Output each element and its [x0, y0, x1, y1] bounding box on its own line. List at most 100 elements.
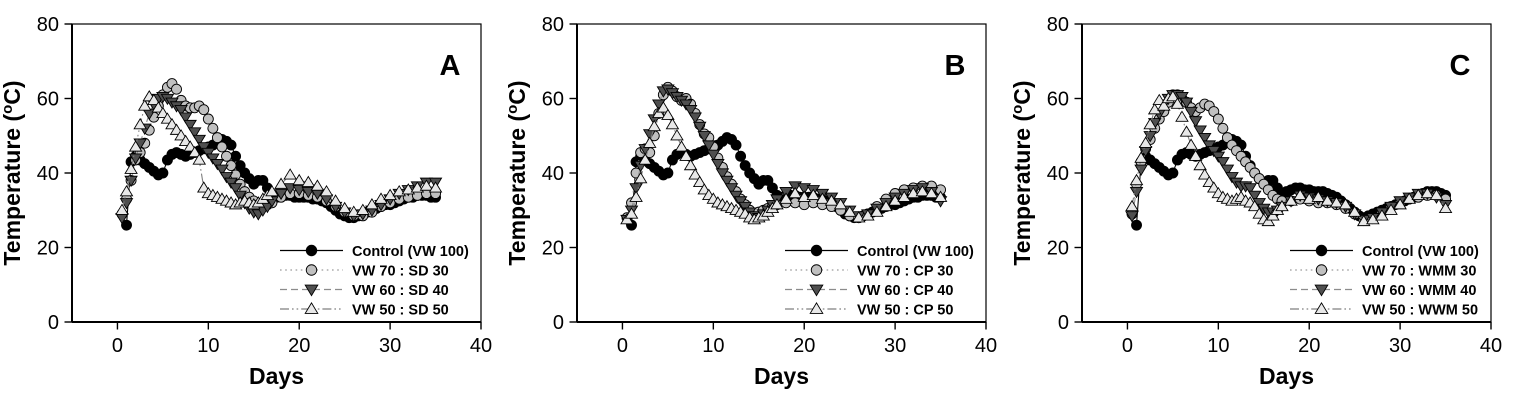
marker-point: [924, 186, 939, 199]
marker-point: [683, 105, 698, 117]
marker-point: [147, 93, 161, 106]
panel-B: 0 10 20 30 40 0 20 40 60 80 Days Temperature (oC) B C…: [505, 0, 1010, 405]
y-tick-label: 40: [1047, 163, 1069, 185]
marker-point: [121, 219, 132, 231]
marker-point: [652, 106, 666, 119]
marker-point: [1393, 197, 1407, 210]
marker-point: [730, 139, 742, 151]
y-tick-label: 80: [37, 14, 59, 36]
panel-letter: B: [945, 50, 966, 82]
marker-point: [633, 171, 648, 184]
chart-A: 0 10 20 30 40 0 20 40 60 80 Days Temperature (oC) A C…: [0, 14, 492, 389]
y-tick-label: 60: [1047, 89, 1069, 111]
marker-point: [692, 175, 707, 187]
x-tick-label: 0: [112, 335, 123, 357]
marker-point: [620, 212, 634, 225]
marker-point: [383, 188, 397, 200]
marker-point: [265, 184, 279, 197]
marker-point: [328, 194, 343, 206]
marker-point: [679, 149, 693, 161]
marker-point: [879, 199, 893, 212]
marker-point: [1329, 196, 1344, 208]
marker-point: [1193, 125, 1207, 137]
marker-point: [861, 209, 875, 221]
marker-point: [670, 129, 684, 141]
marker-point: [1347, 205, 1362, 217]
marker-point: [706, 149, 721, 162]
marker-point: [810, 264, 823, 276]
marker-point: [1225, 172, 1239, 184]
y-tick-label: 0: [48, 312, 59, 334]
marker-point: [1129, 173, 1144, 186]
marker-point: [697, 131, 712, 143]
marker-point: [629, 190, 643, 202]
x-tick-label: 10: [702, 335, 724, 357]
marker-point: [1175, 91, 1189, 104]
marker-point: [174, 105, 188, 117]
legend: Control (VW 100) VW 70 : SD 30 VW 60 : SD …: [280, 244, 469, 319]
marker-point: [124, 162, 138, 174]
x-tick-label: 30: [379, 335, 401, 357]
x-tick-label: 10: [1207, 335, 1229, 357]
marker-point: [221, 150, 232, 162]
marker-point: [711, 159, 725, 171]
marker-point: [806, 188, 821, 200]
marker-point: [1314, 284, 1329, 297]
marker-point: [178, 112, 193, 124]
panel-letter: A: [440, 50, 461, 82]
marker-point: [224, 177, 238, 189]
x-tick-label: 30: [884, 335, 906, 357]
marker-point: [1311, 190, 1326, 202]
marker-point: [1429, 188, 1444, 200]
marker-point: [1206, 146, 1221, 158]
marker-point: [211, 132, 223, 144]
x-tick-label: 40: [1480, 335, 1502, 357]
y-tick-label: 20: [37, 238, 59, 260]
marker-point: [207, 122, 219, 134]
marker-point: [815, 192, 830, 204]
series-markers-0: [1131, 134, 1452, 231]
y-tick-label: 0: [1058, 312, 1069, 334]
marker-point: [1175, 110, 1189, 122]
marker-point: [374, 192, 388, 204]
marker-point: [1125, 211, 1139, 223]
marker-point: [729, 190, 743, 203]
x-tick-label: 20: [793, 335, 815, 357]
marker-point: [915, 184, 930, 197]
marker-point: [365, 197, 379, 210]
marker-point: [809, 302, 824, 314]
marker-point: [1216, 157, 1230, 169]
marker-point: [665, 117, 680, 130]
marker-point: [1131, 219, 1142, 231]
marker-point: [210, 159, 225, 171]
marker-point: [1179, 125, 1194, 137]
marker-point: [201, 147, 216, 160]
marker-point: [202, 113, 214, 125]
marker-point: [206, 153, 220, 165]
marker-point: [187, 127, 202, 139]
marker-point: [428, 181, 443, 193]
marker-point: [662, 167, 674, 179]
marker-point: [1134, 151, 1148, 163]
legend-label: VW 50 : SD 50: [352, 303, 449, 319]
marker-point: [1167, 167, 1179, 179]
panel-A: 0 10 20 30 40 0 20 40 60 80 Days Temperature (oC) A C…: [0, 0, 505, 405]
marker-point: [642, 136, 657, 148]
marker-point: [735, 150, 747, 162]
y-tick-label: 60: [37, 89, 59, 111]
marker-point: [192, 153, 207, 165]
x-tick-label: 0: [617, 335, 628, 357]
marker-point: [1170, 97, 1185, 109]
marker-point: [1184, 106, 1198, 119]
marker-point: [1143, 117, 1157, 130]
marker-point: [304, 302, 319, 314]
marker-point: [724, 183, 739, 195]
marker-point: [1138, 136, 1153, 148]
marker-point: [310, 179, 325, 191]
marker-point: [230, 150, 242, 162]
x-axis-title: Days: [1259, 363, 1314, 389]
marker-point: [679, 99, 693, 111]
marker-point: [692, 121, 707, 134]
panel-letter: C: [1450, 50, 1471, 82]
